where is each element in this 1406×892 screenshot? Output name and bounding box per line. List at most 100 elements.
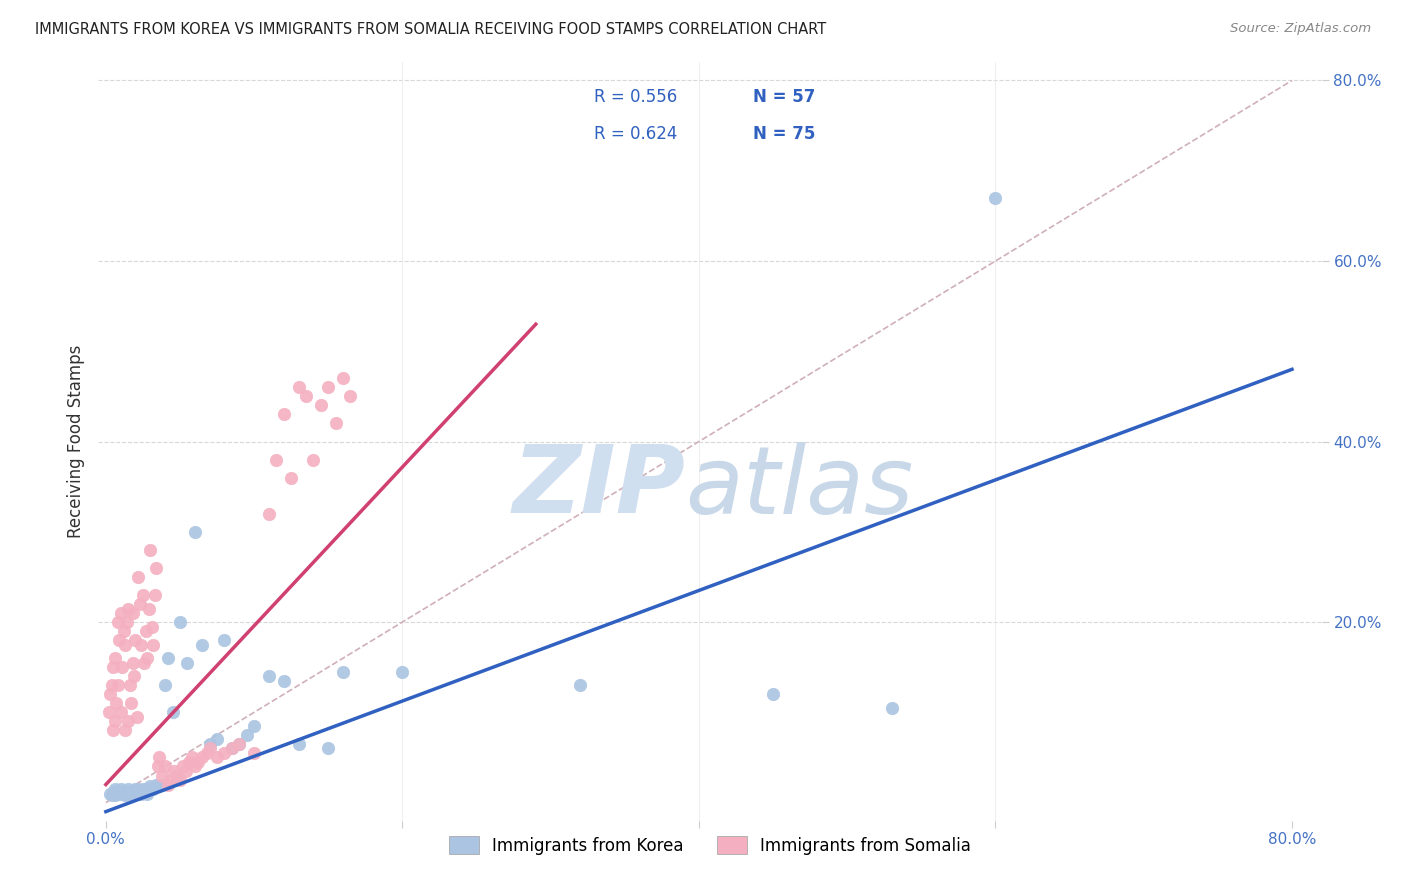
- Point: [166, 768, 188, 782]
- Point: [117, 601, 139, 615]
- Point: [115, 785, 138, 799]
- Point: [100, 678, 122, 692]
- Point: [135, 782, 157, 797]
- Point: [266, 452, 288, 467]
- Point: [105, 696, 128, 710]
- Point: [184, 759, 207, 773]
- Point: [187, 755, 209, 769]
- Point: [127, 570, 149, 584]
- Point: [153, 678, 176, 692]
- Point: [122, 785, 145, 799]
- Point: [110, 782, 132, 797]
- Point: [131, 787, 153, 801]
- Point: [141, 619, 163, 633]
- Point: [180, 750, 202, 764]
- Point: [391, 665, 413, 679]
- Point: [97, 706, 120, 720]
- Point: [104, 714, 127, 729]
- Point: [122, 669, 145, 683]
- Text: Source: ZipAtlas.com: Source: ZipAtlas.com: [1230, 22, 1371, 36]
- Point: [112, 787, 135, 801]
- Text: N = 75: N = 75: [752, 125, 815, 143]
- Point: [198, 741, 221, 756]
- Point: [153, 759, 176, 773]
- Point: [103, 660, 125, 674]
- Point: [221, 741, 243, 756]
- Point: [112, 624, 135, 639]
- Point: [332, 665, 354, 679]
- Point: [762, 687, 785, 701]
- Point: [107, 615, 129, 629]
- Point: [118, 678, 141, 692]
- Point: [121, 787, 143, 801]
- Point: [145, 561, 167, 575]
- Point: [132, 782, 155, 797]
- Point: [138, 601, 160, 615]
- Point: [124, 782, 146, 797]
- Point: [228, 737, 250, 751]
- Point: [103, 723, 125, 738]
- Point: [104, 789, 127, 803]
- Text: IMMIGRANTS FROM KOREA VS IMMIGRANTS FROM SOMALIA RECEIVING FOOD STAMPS CORRELATI: IMMIGRANTS FROM KOREA VS IMMIGRANTS FROM…: [35, 22, 827, 37]
- Text: atlas: atlas: [686, 442, 914, 533]
- Point: [125, 787, 148, 801]
- Point: [117, 782, 139, 797]
- Point: [198, 737, 221, 751]
- Text: R = 0.556: R = 0.556: [593, 87, 678, 105]
- Point: [169, 615, 191, 629]
- Point: [107, 678, 129, 692]
- Point: [243, 746, 266, 760]
- Point: [984, 191, 1007, 205]
- Point: [880, 701, 903, 715]
- Point: [316, 380, 339, 394]
- Point: [132, 588, 155, 602]
- Point: [287, 737, 309, 751]
- Point: [184, 524, 207, 539]
- Point: [214, 746, 236, 760]
- Point: [150, 778, 173, 792]
- Point: [280, 470, 302, 484]
- Point: [325, 417, 347, 431]
- Point: [98, 687, 121, 701]
- Point: [157, 651, 180, 665]
- Point: [136, 787, 159, 801]
- Text: N = 57: N = 57: [752, 87, 815, 105]
- Point: [150, 768, 173, 782]
- Point: [162, 706, 184, 720]
- Point: [163, 764, 186, 778]
- Point: [339, 389, 361, 403]
- Point: [309, 399, 332, 413]
- Point: [139, 780, 162, 794]
- Point: [125, 710, 148, 724]
- Point: [148, 780, 170, 794]
- Point: [134, 785, 156, 799]
- Point: [114, 723, 136, 738]
- Point: [108, 633, 131, 648]
- Point: [108, 787, 131, 801]
- Point: [118, 787, 141, 801]
- Point: [124, 633, 146, 648]
- Point: [110, 706, 132, 720]
- Point: [104, 651, 127, 665]
- Point: [105, 787, 128, 801]
- Point: [160, 772, 183, 787]
- Point: [121, 606, 143, 620]
- Point: [257, 669, 280, 683]
- Point: [569, 678, 592, 692]
- Point: [176, 656, 198, 670]
- Point: [287, 380, 309, 394]
- Y-axis label: Receiving Food Stamps: Receiving Food Stamps: [66, 345, 84, 538]
- Point: [205, 732, 228, 747]
- Point: [145, 778, 167, 792]
- Point: [139, 542, 162, 557]
- Point: [169, 772, 191, 787]
- Point: [273, 408, 295, 422]
- Point: [295, 389, 318, 403]
- Point: [191, 638, 214, 652]
- Point: [214, 633, 236, 648]
- Point: [146, 759, 169, 773]
- Point: [103, 785, 125, 799]
- Text: R = 0.624: R = 0.624: [593, 125, 678, 143]
- Point: [107, 785, 129, 799]
- Point: [129, 597, 152, 611]
